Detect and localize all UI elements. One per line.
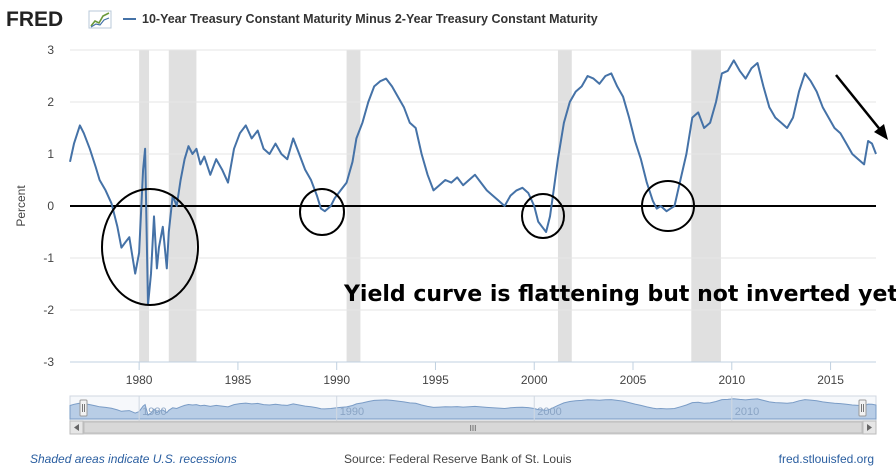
annotation-circle	[299, 188, 345, 236]
scroll-right-button[interactable]	[862, 420, 877, 435]
x-tick-label: 1980	[126, 373, 153, 387]
y-tick-label: 0	[47, 199, 54, 213]
source-text: Source: Federal Reserve Bank of St. Loui…	[344, 452, 571, 466]
logo-graph-icon	[88, 10, 112, 29]
recession-note: Shaded areas indicate U.S. recessions	[30, 452, 237, 466]
x-tick-label: 1995	[422, 373, 449, 387]
x-tick-label: 1985	[225, 373, 252, 387]
axes: -3 -2 -1 0 1 2 3 1980 1985 1990 1995 2000 2005 2010 20…	[14, 43, 876, 387]
y-tick-label: 2	[47, 95, 54, 109]
legend-label: 10-Year Treasury Constant Maturity Minus…	[142, 12, 598, 26]
navigator-left-handle[interactable]	[79, 399, 88, 417]
legend-item[interactable]: 10-Year Treasury Constant Maturity Minus…	[123, 12, 598, 26]
navigator[interactable]: 1980 1990 2000 2010	[69, 395, 877, 422]
fred-logo[interactable]: FRED	[6, 8, 112, 31]
x-tick-label: 2015	[817, 373, 844, 387]
x-tick-label: 2010	[718, 373, 745, 387]
navigator-right-handle[interactable]	[858, 399, 867, 417]
annotation-arrow	[835, 74, 883, 133]
x-tick-label: 2000	[521, 373, 548, 387]
arrow-right-icon	[867, 424, 872, 431]
scrollbar-grip: III	[470, 424, 477, 433]
arrow-left-icon	[74, 424, 79, 431]
scrollbar-thumb[interactable]	[83, 421, 863, 434]
annotation-layer: Yield curve is flattening but not invert…	[101, 74, 896, 307]
annotation-arrowhead	[874, 124, 888, 140]
annotation-circle	[521, 193, 565, 239]
navigator-ticks: 1980 1990 2000 2010	[138, 396, 759, 421]
source-link[interactable]: fred.stlouisfed.org	[779, 452, 874, 466]
series-layer	[69, 59, 877, 306]
x-tick-label: 2005	[620, 373, 647, 387]
navigator-series	[69, 398, 877, 420]
logo-text: FRED	[6, 8, 63, 31]
navigator-tick-label: 2000	[537, 406, 561, 418]
navigator-tick-label: 2010	[735, 406, 759, 418]
y-tick-label: -1	[43, 251, 54, 265]
series-line	[69, 59, 877, 306]
scrollbar[interactable]: III	[69, 420, 877, 435]
x-tick-label: 1990	[323, 373, 350, 387]
y-tick-label: 3	[47, 43, 54, 57]
annotation-circle	[101, 188, 199, 306]
y-tick-label: -2	[43, 303, 54, 317]
navigator-tick-label: 1990	[340, 406, 364, 418]
scroll-left-button[interactable]	[69, 420, 84, 435]
y-tick-label: 1	[47, 147, 54, 161]
y-tick-label: -3	[43, 355, 54, 369]
annotation-text: Yield curve is flattening but not invert…	[343, 282, 896, 307]
annotation-circle	[641, 180, 695, 232]
y-axis-title: Percent	[14, 185, 28, 227]
navigator-tick-label: 1980	[142, 406, 166, 418]
